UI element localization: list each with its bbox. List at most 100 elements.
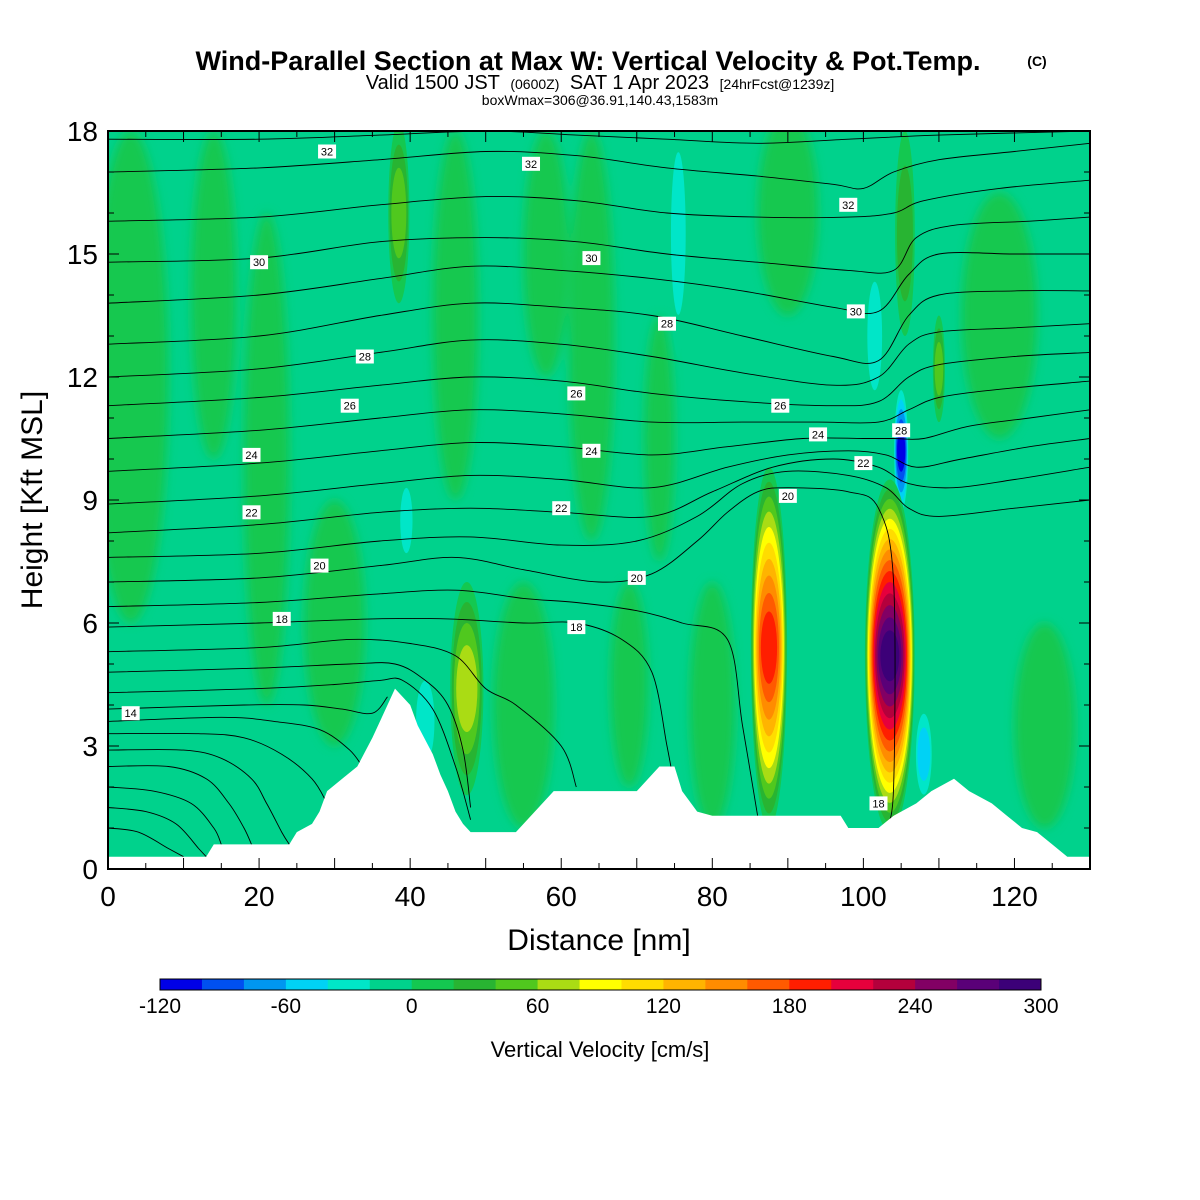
colorbar-tick-label: 60 <box>526 995 549 1018</box>
y-tick-label: 15 <box>67 239 98 270</box>
weak-updraft-band-13 <box>1014 623 1075 828</box>
colorbar-frame <box>159 978 1042 991</box>
weak-updraft-band-3 <box>304 500 365 746</box>
contour-label-text: 26 <box>344 401 356 413</box>
contour-label-10: 26 <box>567 386 586 401</box>
contour-label-21: 18 <box>272 611 291 626</box>
updraft-core-3-level-2 <box>391 167 407 259</box>
chart-subtitle: Valid 1500 JST (0600Z) SAT 1 Apr 2023 [2… <box>366 72 835 94</box>
contour-label-4: 30 <box>582 251 601 266</box>
downdraft-core-5-level-1 <box>400 487 413 554</box>
isentrope-32 <box>108 142 1090 190</box>
terrain-mask <box>108 688 1090 869</box>
weak-updraft-band-8 <box>610 582 649 787</box>
y-tick-label: 12 <box>67 362 98 393</box>
contour-label-text: 28 <box>895 425 907 437</box>
contour-label-9: 26 <box>340 398 359 413</box>
y-axis: 0 3 6 9 12 15 18 <box>67 116 1090 885</box>
valid-time-utc: (0600Z) <box>510 76 559 92</box>
isentrope-13 <box>108 716 366 771</box>
weak-updraft-band-5 <box>493 582 554 828</box>
forecast-info: [24hrFcst@1239z] <box>720 76 835 92</box>
valid-date: SAT 1 Apr 2023 <box>570 72 709 94</box>
weak-updraft-band-10 <box>689 582 735 828</box>
colorbar-swatch-13 <box>705 979 748 990</box>
x-tick-label: 0 <box>100 881 116 912</box>
colorbar-tick-label: -120 <box>139 995 181 1018</box>
y-axis-title: Height [Kft MSL] <box>16 391 49 609</box>
contour-label-text: 28 <box>359 352 371 364</box>
contour-label-24: 14 <box>121 706 140 721</box>
contour-label-text: 26 <box>774 401 786 413</box>
colorbar-swatch-18 <box>915 979 958 990</box>
colorbar-swatch-9 <box>537 979 581 990</box>
isentrope-15 <box>108 677 472 820</box>
colorbar-title: Vertical Velocity [cm/s] <box>491 1037 710 1062</box>
downdraft-core-3-level-1 <box>670 152 686 315</box>
contour-label-1: 32 <box>522 156 541 171</box>
contour-label-14: 24 <box>809 427 828 442</box>
x-tick-label: 80 <box>697 881 728 912</box>
downdraft-core-1-level-2 <box>917 727 931 781</box>
weak-updraft-band-9 <box>644 315 675 562</box>
contour-label-text: 28 <box>661 319 673 331</box>
x-tick-label: 100 <box>840 881 887 912</box>
contour-label-layer: 32 32 32 30 30 30 28 28 28 26 26 26 24 24 24 22 22 22 20 20… <box>121 144 911 811</box>
isentrope-21 <box>108 470 1090 558</box>
weak-updraft-layer <box>108 131 1075 828</box>
velocity-cores-layer <box>388 131 945 833</box>
contour-label-11: 26 <box>771 398 790 413</box>
contour-label-text: 24 <box>245 450 257 462</box>
x-axis: 0 20 40 60 80 100 120 <box>100 131 1091 912</box>
colorbar-tick-label: 120 <box>646 995 681 1018</box>
colorbar-swatch-8 <box>495 979 539 990</box>
updraft-core-0 <box>450 582 484 796</box>
downdraft-core-5 <box>398 471 414 570</box>
contour-label-18: 20 <box>310 558 329 573</box>
colorbar-swatch-14 <box>747 979 790 990</box>
y-tick-label: 6 <box>82 608 98 639</box>
isentrope-layer <box>108 131 1090 858</box>
contour-label-text: 18 <box>570 622 582 634</box>
isentrope-11 <box>108 749 290 845</box>
colorbar-swatch-3 <box>285 979 329 990</box>
contour-label-text: 32 <box>842 200 854 212</box>
weak-updraft-band-0 <box>108 131 169 623</box>
colorbar-swatch-17 <box>873 979 916 990</box>
contour-label-7: 28 <box>657 316 676 331</box>
y-tick-label: 18 <box>67 116 98 147</box>
weak-updraft-band-6 <box>523 131 569 377</box>
updraft-core-3 <box>388 131 410 304</box>
plot-area: 32 32 32 30 30 30 28 28 28 26 26 26 24 24 24 22 22 22 20 20… <box>108 131 1090 869</box>
contour-label-6: 28 <box>355 349 374 364</box>
isentrope-6 <box>108 827 184 858</box>
downdraft-core-3 <box>669 131 688 357</box>
colorbar-swatch-11 <box>621 979 664 990</box>
contour-label-text: 18 <box>276 614 288 626</box>
isentrope-31 <box>108 179 1090 222</box>
colorbar-swatch-2 <box>243 979 287 990</box>
contour-label-text: 26 <box>570 388 582 400</box>
box-wmax-info: boxWmax=306@36.91,140.43,1583m <box>482 92 718 108</box>
isentrope-27 <box>108 323 1090 386</box>
chart-title: Wind-Parallel Section at Max W: Vertical… <box>196 46 981 76</box>
y-tick-label: 0 <box>82 854 98 885</box>
updraft-core-2-level-14 <box>880 630 900 682</box>
isentrope-24 <box>108 409 1090 472</box>
isentrope-28 <box>108 290 1090 364</box>
valid-time: Valid 1500 JST <box>366 72 500 94</box>
contour-label-2: 32 <box>839 197 858 212</box>
y-tick-label: 9 <box>82 485 98 516</box>
colorbar-swatch-0 <box>160 979 203 990</box>
contour-label-20: 20 <box>778 488 797 503</box>
contour-label-15: 22 <box>242 505 261 520</box>
updraft-core-1-level-9 <box>760 611 778 684</box>
x-tick-label: 60 <box>546 881 577 912</box>
colorbar: -120 -60 0 60 120 180 240 300 <box>139 978 1059 1018</box>
isentrope-30 <box>108 216 1090 274</box>
colorbar-swatch-10 <box>579 979 622 990</box>
contour-label-text: 22 <box>857 458 869 470</box>
colorbar-swatch-6 <box>411 979 455 990</box>
colorbar-swatch-1 <box>201 979 245 990</box>
